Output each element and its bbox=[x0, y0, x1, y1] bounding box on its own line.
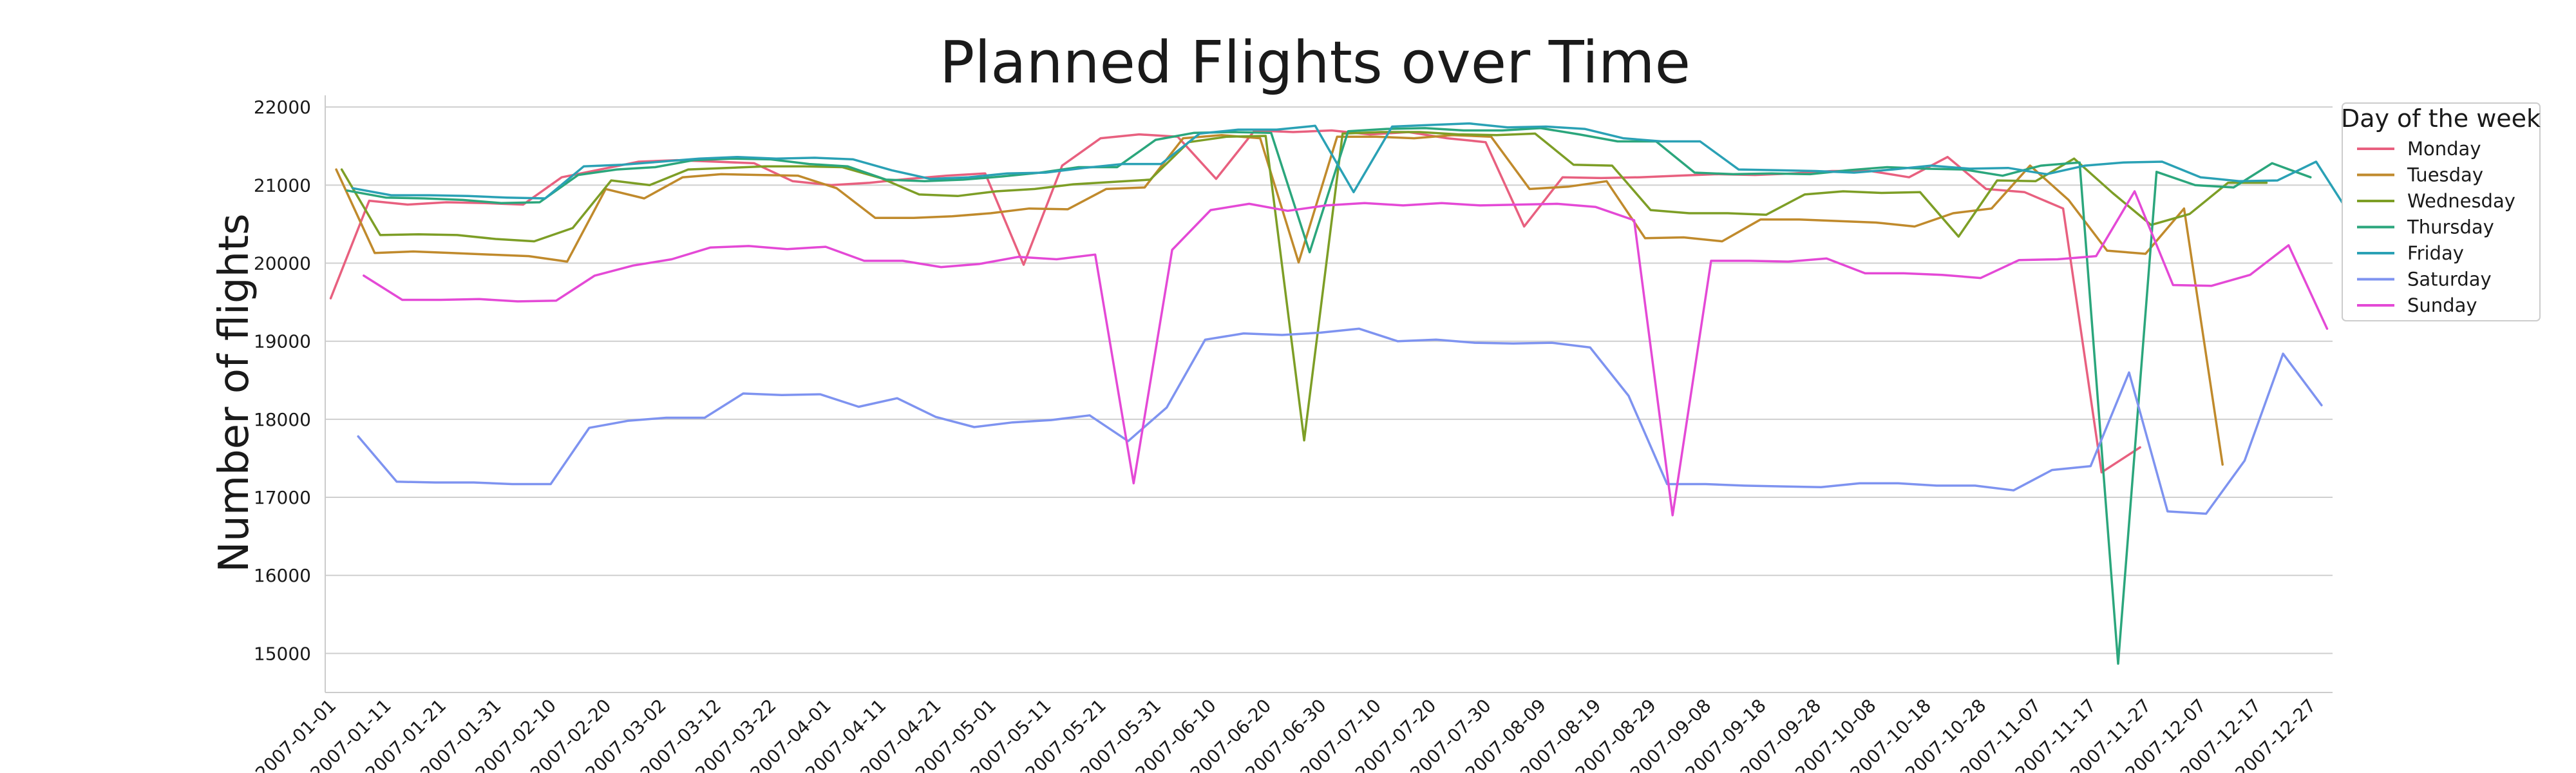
y-tick-label: 15000 bbox=[254, 643, 311, 664]
y-tick-label: 16000 bbox=[254, 565, 311, 586]
legend-label-wednesday: Wednesday bbox=[2407, 190, 2515, 212]
y-tick-label: 19000 bbox=[254, 331, 311, 352]
y-tick-label: 21000 bbox=[254, 175, 311, 196]
legend-title: Day of the week bbox=[2341, 104, 2541, 133]
y-tick-label: 18000 bbox=[254, 409, 311, 430]
y-axis-label: Number of flights bbox=[211, 213, 258, 572]
legend-label-thursday: Thursday bbox=[2407, 216, 2494, 238]
x-tick-labels: 2007-01-012007-01-112007-01-212007-01-31… bbox=[251, 695, 2320, 773]
series-line-tuesday bbox=[335, 134, 2224, 466]
y-tick-label: 22000 bbox=[254, 97, 311, 118]
y-tick-label: 17000 bbox=[254, 487, 311, 508]
series-line-monday bbox=[329, 129, 2141, 474]
series-line-saturday bbox=[357, 327, 2323, 515]
legend-label-saturday: Saturday bbox=[2407, 269, 2492, 291]
legend-label-monday: Monday bbox=[2407, 138, 2481, 160]
series-line-wednesday bbox=[340, 131, 2268, 442]
y-tick-labels: 15000 16000 17000 18000 19000 20000 21000 22000 bbox=[254, 97, 311, 664]
legend-label-sunday: Sunday bbox=[2407, 294, 2477, 316]
legend-frame bbox=[2342, 102, 2541, 321]
legend-items: Monday Tuesday Wednesday Thursday Friday Satu… bbox=[2357, 138, 2515, 316]
chart-title: Planned Flights over Time bbox=[940, 29, 1690, 97]
series-line-sunday bbox=[363, 190, 2329, 517]
legend: Day of the week Monday Tuesday Wednesday Th… bbox=[2341, 102, 2541, 321]
legend-label-friday: Friday bbox=[2407, 242, 2464, 264]
series-line-friday bbox=[351, 122, 2356, 224]
series-lines bbox=[329, 122, 2356, 665]
series-line-thursday bbox=[346, 127, 2312, 665]
legend-label-tuesday: Tuesday bbox=[2407, 164, 2483, 186]
y-tick-label: 20000 bbox=[254, 253, 311, 274]
